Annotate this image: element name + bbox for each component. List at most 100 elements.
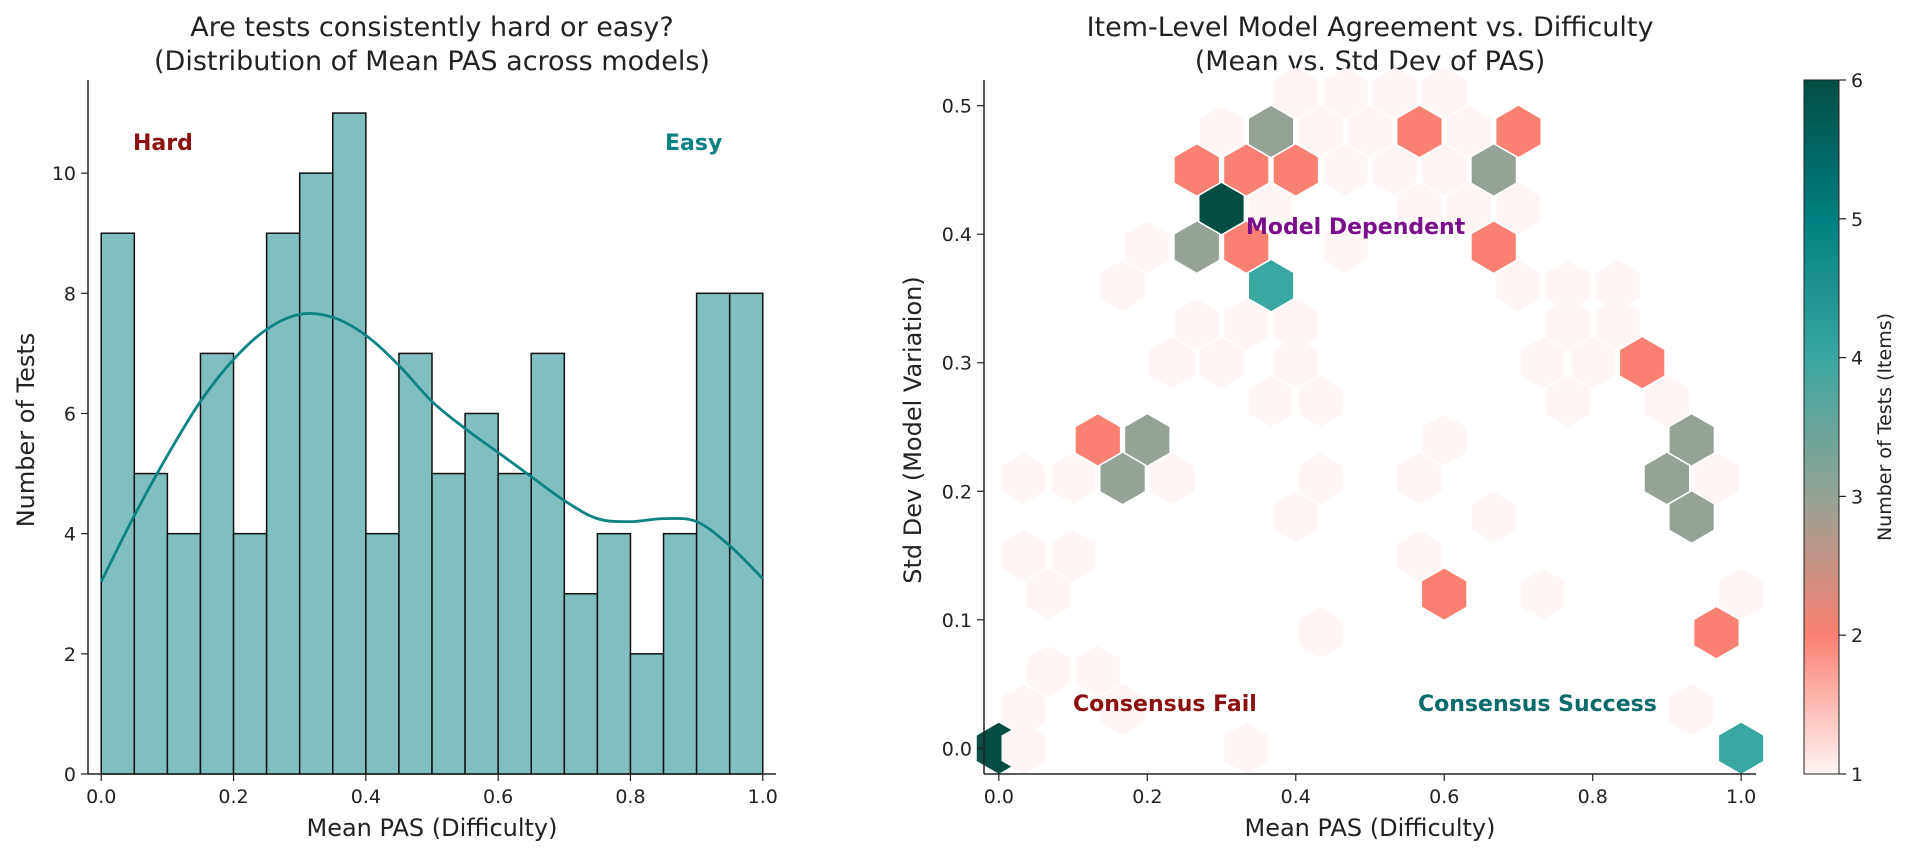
hexbin-cell (1644, 452, 1689, 504)
colorbar (1803, 79, 1840, 775)
hexbin-cell (1422, 67, 1467, 119)
hexbin-cell (1174, 221, 1219, 273)
hexbin-cell (1224, 221, 1269, 273)
hexbin-cell (1471, 491, 1516, 543)
hist-bar (596, 532, 632, 775)
hexbin-cell (1249, 183, 1294, 234)
hexbin-cells (976, 67, 1764, 774)
hexbin-cell (1397, 105, 1442, 157)
hexbin-cell (1026, 645, 1071, 697)
hexbin-cell (1298, 375, 1343, 427)
hexbin-cell (1249, 260, 1294, 312)
hexbin-cell (1496, 183, 1541, 234)
hexbin-cell (1001, 684, 1046, 736)
hist-bar (662, 532, 698, 775)
hexbin-cell (1397, 183, 1442, 234)
hexbin-cell (1273, 144, 1318, 196)
hexbin-cell (1545, 260, 1591, 312)
hist-x-tick-label: 0.8 (615, 786, 645, 808)
hexbin-cell (1521, 337, 1566, 389)
hexbin-cell (1545, 375, 1591, 427)
hexbin-x-tick-label: 0.4 (1281, 786, 1311, 808)
hist-bars (100, 112, 764, 775)
hist-bar (265, 232, 301, 775)
hexbin-cell (1026, 568, 1071, 620)
hexbin-cell (1323, 221, 1368, 273)
hist-bar (398, 352, 433, 775)
hexbin-x-tick-label: 1.0 (1726, 786, 1756, 808)
consensus-success-annotation: Consensus Success (1418, 692, 1657, 717)
hist-bar (365, 532, 400, 775)
hexbin-y-tick-label: 0.3 (942, 353, 972, 375)
hexbin-y-tick-label: 0.5 (942, 96, 972, 118)
hist-subtitle: (Distribution of Mean PAS across models) (154, 46, 710, 77)
hexbin-cell (1224, 722, 1269, 774)
hexbin-cell (1051, 452, 1096, 504)
histogram-chart: Are tests consistently hard or easy? (Di… (12, 12, 778, 842)
hist-x-ticks: 0.0 0.2 0.4 0.6 0.8 1.0 (86, 774, 778, 808)
hexbin-cell (1496, 105, 1541, 157)
hexbin-cell (1521, 568, 1566, 620)
hexbin-cell (1397, 452, 1442, 504)
hexbin-cell (1620, 337, 1665, 389)
hexbin-cell (1397, 530, 1442, 581)
hist-bar (232, 532, 268, 775)
consensus-fail-annotation: Consensus Fail (1073, 692, 1257, 717)
hist-title: Are tests consistently hard or easy? (190, 12, 673, 43)
hexbin-cell (1075, 645, 1120, 697)
hexbin-cell (1422, 568, 1467, 620)
hist-y-tick-label: 10 (52, 163, 76, 185)
hist-y-tick-label: 6 (64, 403, 76, 425)
hist-bar (563, 592, 599, 775)
hexbin-cell (1199, 183, 1244, 234)
hexbin-cell (1719, 568, 1764, 620)
hexbin-cell (1595, 260, 1640, 312)
hexbin-subtitle: (Mean vs. Std Dev of PAS) (1195, 46, 1546, 77)
hist-x-tick-label: 0.6 (483, 786, 513, 808)
hist-x-tick-label: 0.0 (86, 786, 116, 808)
hist-x-tick-label: 0.4 (351, 786, 381, 808)
hexbin-cell (1001, 530, 1046, 581)
hexbin-cell (1694, 452, 1739, 504)
hist-bar (431, 472, 466, 775)
hist-bar (530, 352, 566, 775)
colorbar-tick-label: 5 (1851, 209, 1863, 231)
hist-y-ticks: 0 2 4 6 8 10 (52, 163, 88, 786)
hexbin-x-tick-label: 0.2 (1132, 786, 1162, 808)
hist-y-tick-label: 2 (64, 644, 76, 666)
hexbin-cell (1174, 298, 1219, 350)
hard-annotation: Hard (133, 131, 193, 156)
hist-bar (464, 412, 499, 775)
hexbin-cell (1001, 722, 1046, 774)
hexbin-y-tick-label: 0.1 (942, 610, 972, 632)
hexbin-cell (1694, 607, 1739, 659)
hexbin-cell (1051, 530, 1096, 581)
hist-bar (298, 172, 334, 775)
hexbin-cell (1273, 67, 1318, 119)
hexbin-cell (1496, 260, 1541, 312)
hexbin-cell (1075, 414, 1120, 466)
hexbin-cell (1100, 260, 1145, 312)
hexbin-cell (1347, 105, 1393, 157)
hexbin-cell (1471, 144, 1516, 196)
hexbin-x-tick-label: 0.8 (1578, 786, 1608, 808)
hist-y-tick-label: 4 (64, 524, 76, 546)
hexbin-x-label: Mean PAS (Difficulty) (1244, 814, 1495, 842)
hexbin-cell (1372, 67, 1417, 119)
hexbin-cell (1298, 105, 1343, 157)
hexbin-cell (1273, 337, 1318, 389)
hexbin-y-tick-label: 0.4 (942, 224, 972, 246)
hexbin-cell (1199, 337, 1244, 389)
hexbin-cell (1323, 67, 1368, 119)
hexbin-cell (1719, 722, 1764, 774)
hexbin-cell (1669, 491, 1714, 543)
colorbar-ticks: 1 2 3 4 5 6 (1839, 70, 1863, 786)
colorbar-tick-label: 1 (1851, 764, 1863, 786)
hexbin-cell (1100, 452, 1145, 504)
model-dependent-annotation: Model Dependent (1246, 215, 1466, 240)
hexbin-cell (1372, 144, 1417, 196)
hexbin-cell (1422, 144, 1467, 196)
hist-x-tick-label: 1.0 (748, 786, 778, 808)
hexbin-cell (1125, 414, 1170, 466)
hexbin-cell (1298, 607, 1343, 659)
